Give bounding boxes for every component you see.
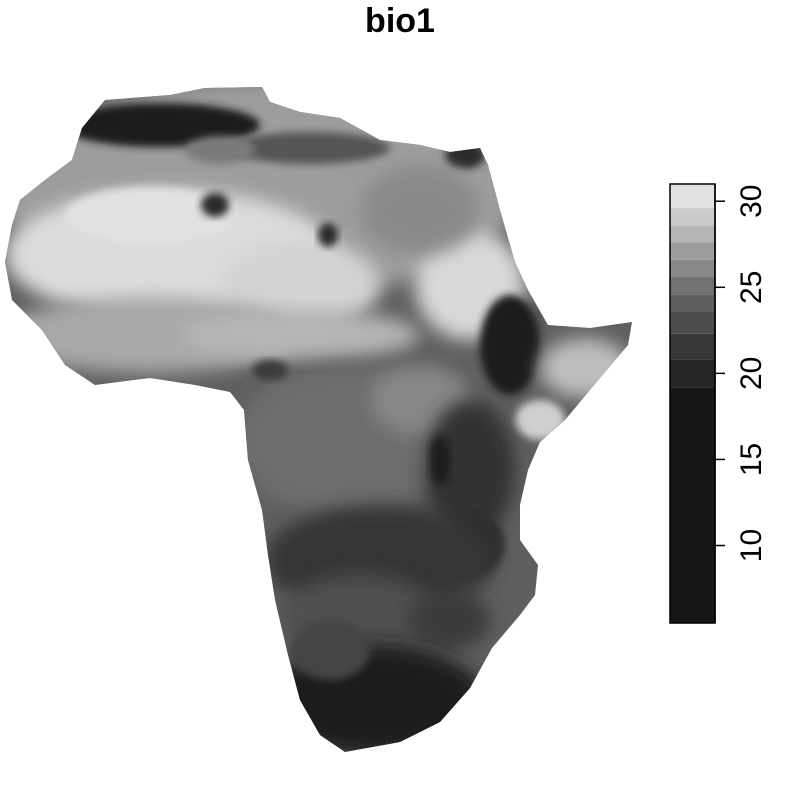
legend-tick-label: 20 (735, 357, 768, 390)
legend-tick-label: 10 (735, 529, 768, 562)
legend-color-classes (670, 184, 715, 623)
legend-class-8 (670, 225, 715, 243)
legend-class-5 (670, 276, 715, 295)
legend-class-3 (670, 311, 715, 334)
legend-ticks: 10 15 20 25 30 (715, 185, 768, 562)
legend-class-7 (670, 242, 715, 260)
color-legend: 10 15 20 25 30 (669, 183, 768, 624)
legend-class-9 (670, 208, 715, 226)
legend-class-2 (670, 333, 715, 360)
legend-tick-label: 15 (735, 443, 768, 476)
legend-class-0 (670, 387, 715, 623)
legend-tick-label: 25 (735, 271, 768, 304)
legend-class-6 (670, 259, 715, 277)
legend-class-4 (670, 294, 715, 312)
map-title: bio1 (365, 2, 435, 40)
legend-class-10 (670, 184, 715, 209)
temperature-raster (5, 87, 630, 752)
legend-class-1 (670, 359, 715, 388)
legend-tick-label: 30 (735, 185, 768, 218)
